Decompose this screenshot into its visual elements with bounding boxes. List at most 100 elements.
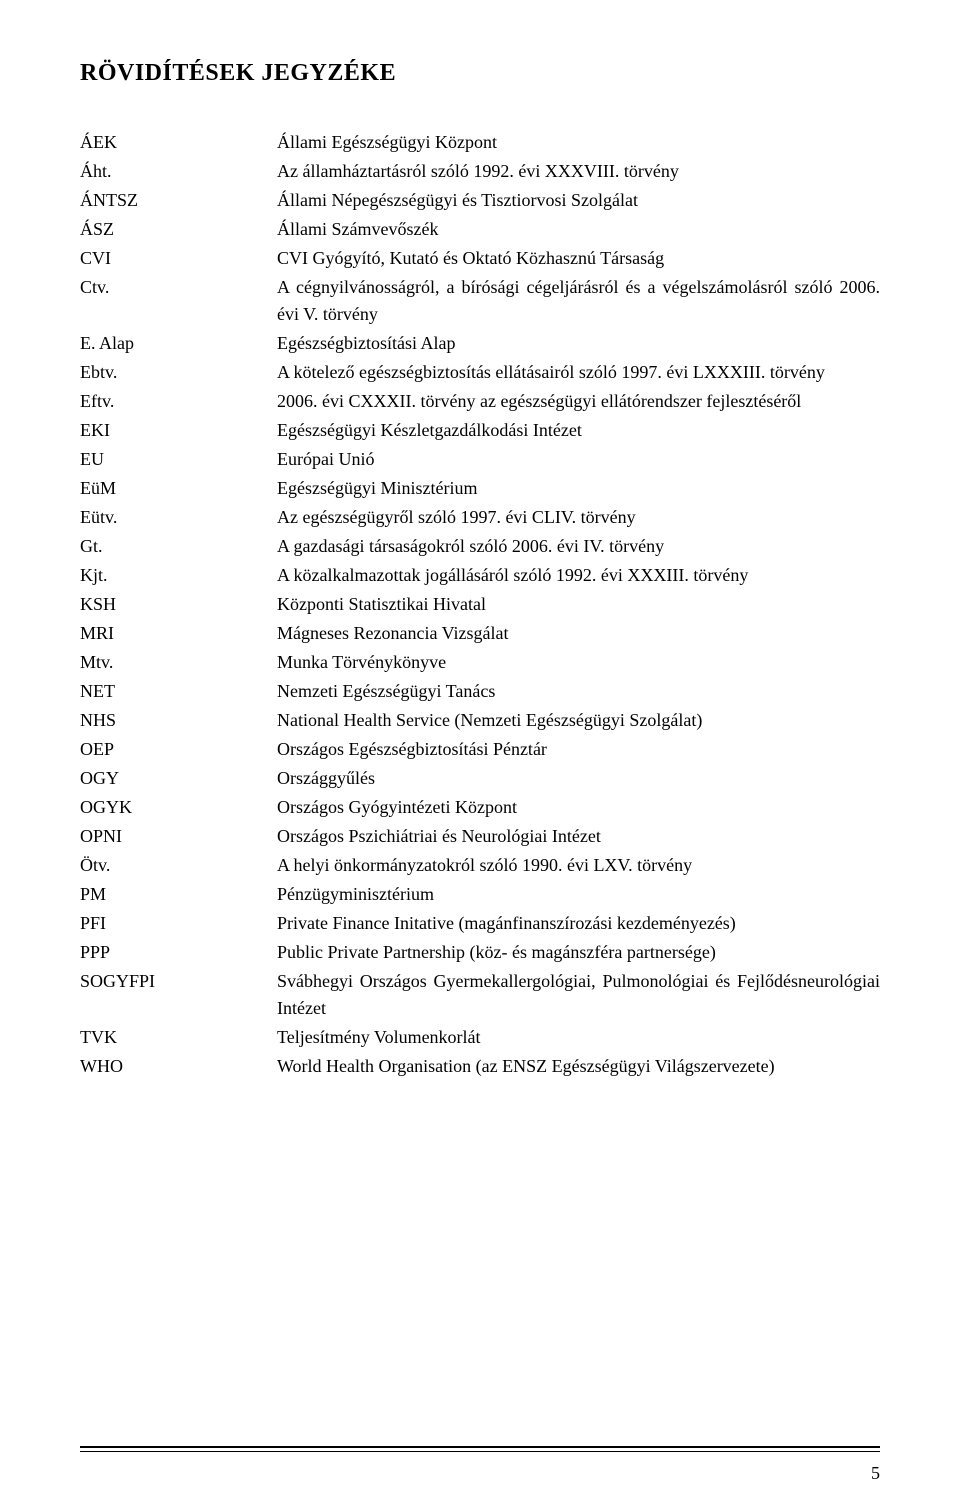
abbr-cell: Eftv. <box>80 388 277 417</box>
table-row: OGYKOrszágos Gyógyintézeti Központ <box>80 794 880 823</box>
table-row: Ötv.A helyi önkormányzatokról szóló 1990… <box>80 852 880 881</box>
definition-cell: Állami Számvevőszék <box>277 216 880 245</box>
definition-cell: Az egészségügyről szóló 1997. évi CLIV. … <box>277 504 880 533</box>
table-row: EüMEgészségügyi Minisztérium <box>80 475 880 504</box>
table-row: Eftv.2006. évi CXXXII. törvény az egészs… <box>80 388 880 417</box>
table-row: EKIEgészségügyi Készletgazdálkodási Inté… <box>80 417 880 446</box>
definition-cell: Országos Gyógyintézeti Központ <box>277 794 880 823</box>
table-row: E. AlapEgészségbiztosítási Alap <box>80 330 880 359</box>
table-row: SOGYFPISvábhegyi Országos Gyermekallergo… <box>80 968 880 1024</box>
definition-cell: Országos Egészségbiztosítási Pénztár <box>277 736 880 765</box>
definition-cell: Nemzeti Egészségügyi Tanács <box>277 678 880 707</box>
abbr-cell: EU <box>80 446 277 475</box>
abbr-cell: PFI <box>80 910 277 939</box>
abbr-cell: Ötv. <box>80 852 277 881</box>
table-row: ÁSZÁllami Számvevőszék <box>80 216 880 245</box>
abbreviations-table: ÁEKÁllami Egészségügyi KözpontÁht.Az áll… <box>80 129 880 1082</box>
definition-cell: National Health Service (Nemzeti Egészsé… <box>277 707 880 736</box>
table-row: Ctv.A cégnyilvánosságról, a bírósági cég… <box>80 274 880 330</box>
definition-cell: Egészségbiztosítási Alap <box>277 330 880 359</box>
table-row: Eütv.Az egészségügyről szóló 1997. évi C… <box>80 504 880 533</box>
abbr-cell: OPNI <box>80 823 277 852</box>
abbr-cell: OEP <box>80 736 277 765</box>
abbr-cell: KSH <box>80 591 277 620</box>
definition-cell: A gazdasági társaságokról szóló 2006. év… <box>277 533 880 562</box>
definition-cell: Európai Unió <box>277 446 880 475</box>
definition-cell: Munka Törvénykönyve <box>277 649 880 678</box>
abbr-cell: MRI <box>80 620 277 649</box>
abbr-cell: WHO <box>80 1053 277 1082</box>
definition-cell: Az államháztartásról szóló 1992. évi XXX… <box>277 158 880 187</box>
definition-cell: Központi Statisztikai Hivatal <box>277 591 880 620</box>
table-row: ÁNTSZÁllami Népegészségügyi és Tisztiorv… <box>80 187 880 216</box>
definition-cell: A cégnyilvánosságról, a bírósági cégeljá… <box>277 274 880 330</box>
abbr-cell: TVK <box>80 1024 277 1053</box>
page-number: 5 <box>871 1463 880 1484</box>
definition-cell: A közalkalmazottak jogállásáról szóló 19… <box>277 562 880 591</box>
abbr-cell: Eütv. <box>80 504 277 533</box>
abbr-cell: Gt. <box>80 533 277 562</box>
abbr-cell: PM <box>80 881 277 910</box>
document-page: RÖVIDÍTÉSEK JEGYZÉKE ÁEKÁllami Egészségü… <box>0 0 960 1510</box>
abbr-cell: ÁSZ <box>80 216 277 245</box>
definition-cell: Pénzügyminisztérium <box>277 881 880 910</box>
table-row: KSHKözponti Statisztikai Hivatal <box>80 591 880 620</box>
definition-cell: Állami Népegészségügyi és Tisztiorvosi S… <box>277 187 880 216</box>
abbr-cell: SOGYFPI <box>80 968 277 1024</box>
table-row: MRIMágneses Rezonancia Vizsgálat <box>80 620 880 649</box>
abbr-cell: EüM <box>80 475 277 504</box>
abbr-cell: OGY <box>80 765 277 794</box>
abbr-cell: ÁNTSZ <box>80 187 277 216</box>
abbr-cell: NHS <box>80 707 277 736</box>
table-row: ÁEKÁllami Egészségügyi Központ <box>80 129 880 158</box>
table-row: Áht.Az államháztartásról szóló 1992. évi… <box>80 158 880 187</box>
table-row: CVICVI Gyógyító, Kutató és Oktató Közhas… <box>80 245 880 274</box>
abbr-cell: CVI <box>80 245 277 274</box>
definition-cell: Mágneses Rezonancia Vizsgálat <box>277 620 880 649</box>
definition-cell: Egészségügyi Minisztérium <box>277 475 880 504</box>
table-row: Ebtv.A kötelező egészségbiztosítás ellát… <box>80 359 880 388</box>
definition-cell: Országos Pszichiátriai és Neurológiai In… <box>277 823 880 852</box>
table-row: EUEurópai Unió <box>80 446 880 475</box>
table-row: PMPénzügyminisztérium <box>80 881 880 910</box>
abbr-cell: Áht. <box>80 158 277 187</box>
footer-rule-thick <box>80 1446 880 1448</box>
definition-cell: Public Private Partnership (köz- és magá… <box>277 939 880 968</box>
definition-cell: World Health Organisation (az ENSZ Egész… <box>277 1053 880 1082</box>
table-row: WHOWorld Health Organisation (az ENSZ Eg… <box>80 1053 880 1082</box>
page-title: RÖVIDÍTÉSEK JEGYZÉKE <box>80 60 880 87</box>
abbr-cell: Mtv. <box>80 649 277 678</box>
abbr-cell: PPP <box>80 939 277 968</box>
definition-cell: A kötelező egészségbiztosítás ellátásair… <box>277 359 880 388</box>
abbr-cell: OGYK <box>80 794 277 823</box>
table-row: Kjt.A közalkalmazottak jogállásáról szól… <box>80 562 880 591</box>
abbr-cell: EKI <box>80 417 277 446</box>
table-row: NETNemzeti Egészségügyi Tanács <box>80 678 880 707</box>
definition-cell: Egészségügyi Készletgazdálkodási Intézet <box>277 417 880 446</box>
abbr-cell: Kjt. <box>80 562 277 591</box>
definition-cell: A helyi önkormányzatokról szóló 1990. év… <box>277 852 880 881</box>
table-row: OPNIOrszágos Pszichiátriai és Neurológia… <box>80 823 880 852</box>
abbr-cell: ÁEK <box>80 129 277 158</box>
abbr-cell: NET <box>80 678 277 707</box>
table-row: OEPOrszágos Egészségbiztosítási Pénztár <box>80 736 880 765</box>
table-row: PPPPublic Private Partnership (köz- és m… <box>80 939 880 968</box>
definition-cell: Állami Egészségügyi Központ <box>277 129 880 158</box>
table-row: Mtv.Munka Törvénykönyve <box>80 649 880 678</box>
definition-cell: Teljesítmény Volumenkorlát <box>277 1024 880 1053</box>
definition-cell: Országgyűlés <box>277 765 880 794</box>
footer-rule-thin <box>80 1451 880 1452</box>
table-row: OGYOrszággyűlés <box>80 765 880 794</box>
table-row: NHSNational Health Service (Nemzeti Egés… <box>80 707 880 736</box>
abbr-cell: Ctv. <box>80 274 277 330</box>
definition-cell: Private Finance Initative (magánfinanszí… <box>277 910 880 939</box>
definition-cell: 2006. évi CXXXII. törvény az egészségügy… <box>277 388 880 417</box>
table-row: TVKTeljesítmény Volumenkorlát <box>80 1024 880 1053</box>
definition-cell: CVI Gyógyító, Kutató és Oktató Közhasznú… <box>277 245 880 274</box>
table-row: PFIPrivate Finance Initative (magánfinan… <box>80 910 880 939</box>
abbr-cell: Ebtv. <box>80 359 277 388</box>
abbr-cell: E. Alap <box>80 330 277 359</box>
table-row: Gt.A gazdasági társaságokról szóló 2006.… <box>80 533 880 562</box>
abbreviations-tbody: ÁEKÁllami Egészségügyi KözpontÁht.Az áll… <box>80 129 880 1082</box>
definition-cell: Svábhegyi Országos Gyermekallergológiai,… <box>277 968 880 1024</box>
